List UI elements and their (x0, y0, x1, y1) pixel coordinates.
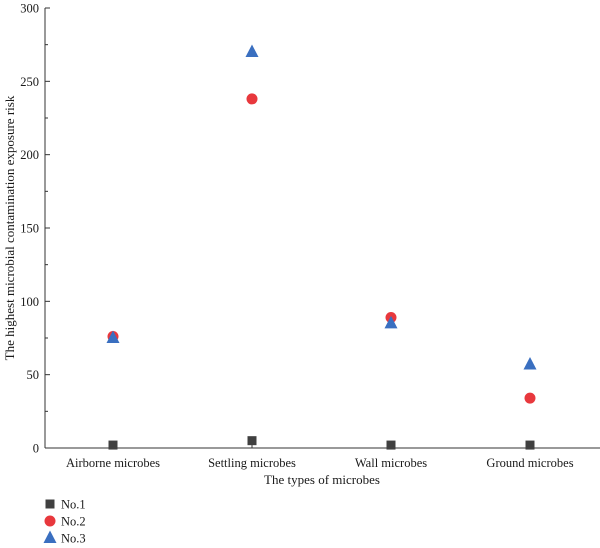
x-tick-label: Wall microbes (355, 456, 427, 470)
y-tick-label: 150 (20, 222, 39, 236)
point-no-3 (245, 44, 259, 58)
y-tick-label: 250 (20, 75, 39, 89)
point-no-1 (247, 436, 257, 446)
y-tick-label: 200 (20, 148, 39, 162)
y-tick-label: 0 (33, 442, 39, 456)
legend-marker (44, 515, 56, 527)
y-ticks: 0 50 100 150 200 250 300 (20, 2, 50, 456)
legend-label: No.2 (61, 515, 86, 529)
legend-label: No.3 (61, 532, 86, 546)
point-no-2 (524, 392, 536, 404)
x-tick-label: Airborne microbes (66, 456, 160, 470)
point-no-3 (106, 330, 120, 344)
y-tick-label: 50 (27, 368, 40, 382)
legend-marker (45, 499, 55, 509)
axes (44, 8, 600, 449)
legend-marker (43, 530, 57, 544)
point-no-3 (384, 315, 398, 329)
legend-label: No.1 (61, 498, 86, 512)
y-axis-title: The highest microbial contamination expo… (2, 95, 17, 360)
legend: No.1 No.2 No.3 (43, 498, 86, 546)
x-tick-label: Settling microbes (208, 456, 296, 470)
point-no-2 (246, 93, 258, 105)
x-ticks: Airborne microbes Settling microbes Wall m… (66, 443, 574, 470)
x-axis-title: The types of microbes (264, 472, 380, 487)
point-no-1 (525, 440, 535, 450)
y-tick-label: 100 (20, 295, 39, 309)
x-tick-label: Ground microbes (486, 456, 573, 470)
y-tick-label: 300 (20, 2, 39, 16)
point-no-1 (386, 440, 396, 450)
point-no-3 (523, 356, 537, 370)
data-points (106, 44, 537, 450)
point-no-1 (108, 440, 118, 450)
